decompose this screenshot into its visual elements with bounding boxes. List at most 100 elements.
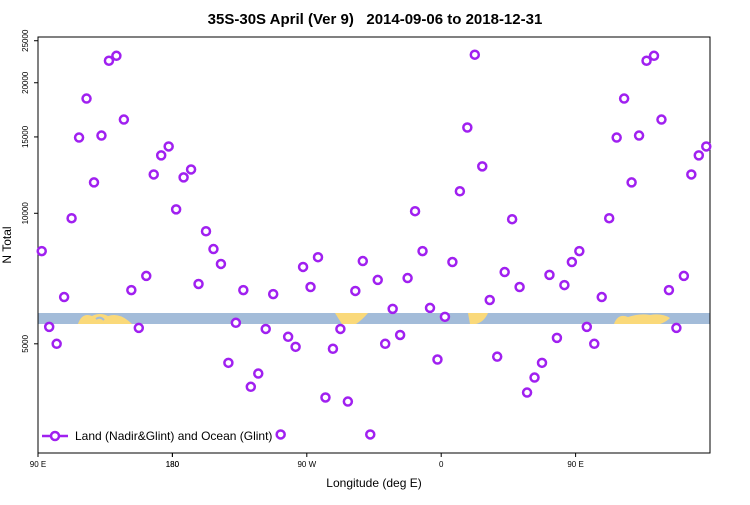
- data-point: [469, 49, 481, 60]
- data-point: [417, 245, 428, 257]
- data-point: [379, 338, 391, 350]
- data-point: [58, 291, 70, 303]
- data-point: [320, 392, 331, 403]
- data-point: [223, 357, 234, 369]
- x-tick-label: 180: [166, 460, 180, 469]
- data-point: [66, 212, 77, 224]
- data-point: [701, 141, 712, 152]
- y-tick-label: 25000: [21, 29, 30, 52]
- data-point: [208, 243, 219, 255]
- data-point: [372, 274, 383, 286]
- legend-marker: [49, 430, 61, 442]
- data-point: [103, 55, 115, 66]
- data-point: [387, 303, 398, 315]
- data-point: [148, 169, 159, 180]
- y-tick-label: 5000: [21, 334, 30, 352]
- data-point: [641, 55, 652, 66]
- x-tick-label: 180: [166, 460, 180, 469]
- data-point: [126, 284, 137, 296]
- land-shape: [335, 313, 368, 324]
- data-point: [185, 164, 197, 175]
- data-point: [73, 132, 85, 143]
- data-point: [693, 150, 705, 161]
- data-point: [529, 372, 540, 383]
- data-point: [290, 341, 301, 353]
- data-point: [477, 161, 488, 172]
- data-point: [447, 256, 458, 268]
- data-point: [133, 322, 145, 334]
- data-point: [596, 291, 607, 303]
- data-point: [656, 114, 667, 125]
- data-point: [499, 266, 510, 278]
- data-point: [491, 351, 503, 362]
- data-point: [245, 381, 257, 393]
- data-point: [51, 338, 62, 350]
- data-point: [633, 130, 645, 141]
- data-point: [454, 186, 466, 197]
- data-point: [312, 251, 324, 263]
- land-ocean-strip: [38, 313, 710, 324]
- data-point: [521, 387, 533, 398]
- x-tick-label: 0: [439, 460, 444, 469]
- data-point: [155, 150, 167, 161]
- legend-label: Land (Nadir&Glint) and Ocean (Glint): [75, 429, 272, 443]
- data-point: [439, 311, 451, 323]
- data-point: [111, 50, 122, 62]
- data-point: [267, 288, 279, 300]
- data-point: [648, 50, 660, 62]
- chart-title: 35S-30S April (Ver 9) 2014-09-06 to 2018…: [208, 11, 543, 28]
- data-point: [589, 338, 600, 350]
- x-axis-label: Longitude (deg E): [326, 476, 421, 490]
- data-point: [603, 212, 615, 224]
- x-tick-label: 90 E: [30, 460, 46, 469]
- data-point: [327, 343, 339, 355]
- data-point: [350, 285, 361, 297]
- data-point: [618, 93, 630, 104]
- data-point: [506, 213, 518, 225]
- data-point: [230, 317, 242, 329]
- data-point: [671, 322, 682, 334]
- data-point: [663, 284, 675, 296]
- land-shape: [468, 313, 488, 324]
- data-point: [559, 279, 570, 291]
- data-point: [514, 281, 525, 293]
- data-point: [305, 281, 316, 293]
- data-point: [282, 331, 294, 343]
- data-point: [581, 321, 593, 333]
- data-point: [365, 429, 376, 440]
- y-tick-label: 20000: [21, 71, 30, 94]
- data-point: [551, 332, 563, 344]
- data-point: [357, 255, 369, 267]
- data-point: [81, 93, 92, 104]
- data-point: [215, 258, 227, 270]
- data-point: [163, 141, 174, 152]
- data-point: [462, 122, 473, 133]
- plot-frame: [37, 36, 711, 454]
- data-point: [424, 302, 436, 314]
- data-point: [36, 245, 47, 257]
- data-point: [170, 204, 182, 215]
- data-point: [566, 256, 578, 268]
- data-point: [574, 245, 585, 257]
- data-point: [409, 205, 421, 217]
- data-point: [432, 354, 443, 365]
- data-point: [96, 130, 107, 141]
- data-point: [402, 272, 413, 284]
- land-shape: [78, 314, 132, 324]
- data-point: [484, 294, 495, 306]
- land-shape: [614, 314, 670, 324]
- x-tick-label: 90 W: [297, 460, 316, 469]
- data-point: [260, 323, 271, 335]
- data-point: [253, 368, 264, 379]
- data-point: [686, 169, 697, 180]
- y-tick-label: 10000: [21, 202, 30, 225]
- data-point: [178, 172, 189, 183]
- legend: Land (Nadir&Glint) and Ocean (Glint): [42, 429, 272, 443]
- data-point: [141, 270, 152, 282]
- ocean-band: [38, 313, 710, 324]
- y-axis-label: N Total: [0, 226, 14, 263]
- land-shape: [95, 316, 105, 321]
- data-point: [678, 270, 690, 282]
